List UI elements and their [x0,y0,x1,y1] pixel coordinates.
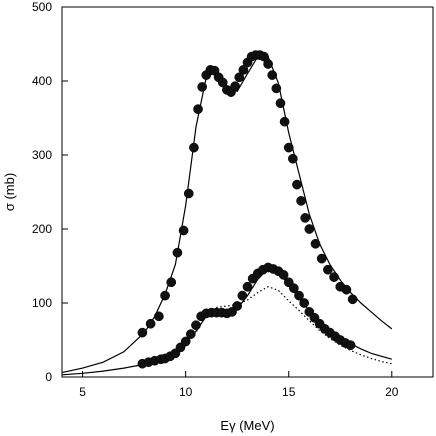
data-point [310,238,321,249]
data-point [145,318,156,329]
data-point [329,272,339,282]
data-point [323,264,333,275]
x-tick-label: 5 [79,385,86,399]
data-point [283,142,294,153]
data-point [345,340,356,351]
data-point [296,196,306,206]
data-point [263,59,273,69]
data-point [238,65,249,75]
data-point [193,104,203,114]
data-point [178,225,189,236]
data-point [232,301,243,311]
data-point [271,83,282,94]
data-points [137,50,358,369]
data-point [294,290,304,301]
data-point [275,98,286,109]
data-point [289,283,299,294]
data-point [347,294,358,305]
y-tick-label: 500 [32,0,52,14]
y-tick-label: 200 [32,222,52,236]
data-point [185,329,196,339]
data-point [287,153,298,164]
x-tick-label: 20 [385,385,399,399]
x-tick-label: 15 [282,385,296,399]
data-point [154,311,164,322]
data-point [259,51,269,62]
data-point [267,70,278,80]
fit-curves [61,56,393,376]
data-point [304,224,315,234]
data-point [191,320,201,331]
data-point [230,81,240,92]
data-point [341,284,352,295]
data-point [183,188,194,199]
y-tick-label: 400 [32,74,52,88]
fit-curve-2 [61,56,393,374]
y-tick-label: 100 [32,296,52,310]
data-point [237,290,248,301]
data-point [316,253,327,264]
data-point [137,327,148,338]
data-point [166,277,177,288]
data-point [217,77,228,88]
data-point [172,247,183,258]
data-point [299,298,310,308]
plot-area [61,6,434,378]
x-axis-title: Eγ (MeV) [220,418,274,433]
data-point [189,142,199,153]
axis-ticks [62,6,393,378]
data-point [292,179,302,190]
data-point [242,281,253,292]
data-point [180,336,191,347]
data-point [197,82,208,92]
data-point [278,270,289,280]
data-point [279,116,290,127]
data-point [160,290,170,301]
data-point [300,213,311,223]
y-axis-title: σ (mb) [2,173,17,211]
x-tick-label: 10 [179,385,193,399]
plot-frame [61,6,434,378]
y-tick-label: 0 [45,370,52,384]
data-point [234,72,245,83]
y-tick-label: 300 [32,148,52,162]
